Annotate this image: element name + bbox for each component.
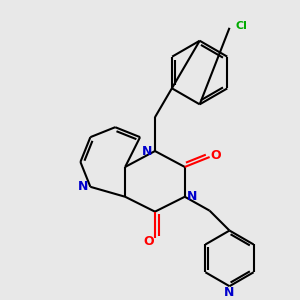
Text: N: N — [224, 286, 235, 299]
Text: N: N — [187, 190, 197, 203]
Text: O: O — [144, 235, 154, 248]
Text: N: N — [142, 145, 153, 158]
Text: O: O — [210, 149, 221, 162]
Text: N: N — [78, 180, 88, 193]
Text: Cl: Cl — [236, 21, 247, 31]
